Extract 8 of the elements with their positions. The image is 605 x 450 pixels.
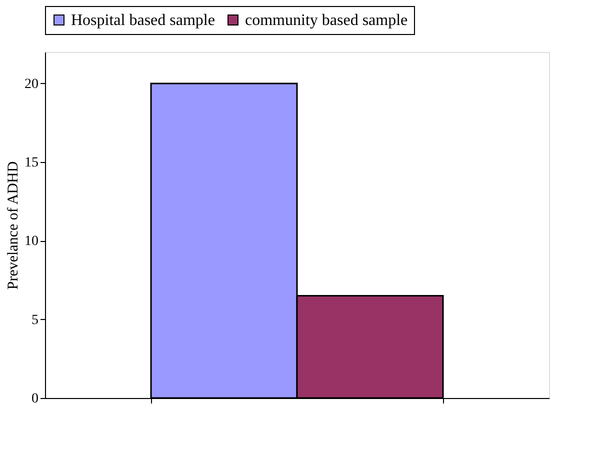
- y-tick-label: 5: [32, 312, 38, 328]
- y-tick-label: 20: [24, 76, 38, 92]
- y-tick-label: 10: [24, 234, 38, 250]
- legend-label: Hospital based sample: [71, 12, 215, 29]
- legend-label: community based sample: [245, 12, 408, 29]
- y-tick-label: 0: [32, 392, 38, 406]
- y-tick-label: 15: [24, 156, 38, 171]
- y-axis-title: Prevelance of ADHD: [6, 161, 22, 290]
